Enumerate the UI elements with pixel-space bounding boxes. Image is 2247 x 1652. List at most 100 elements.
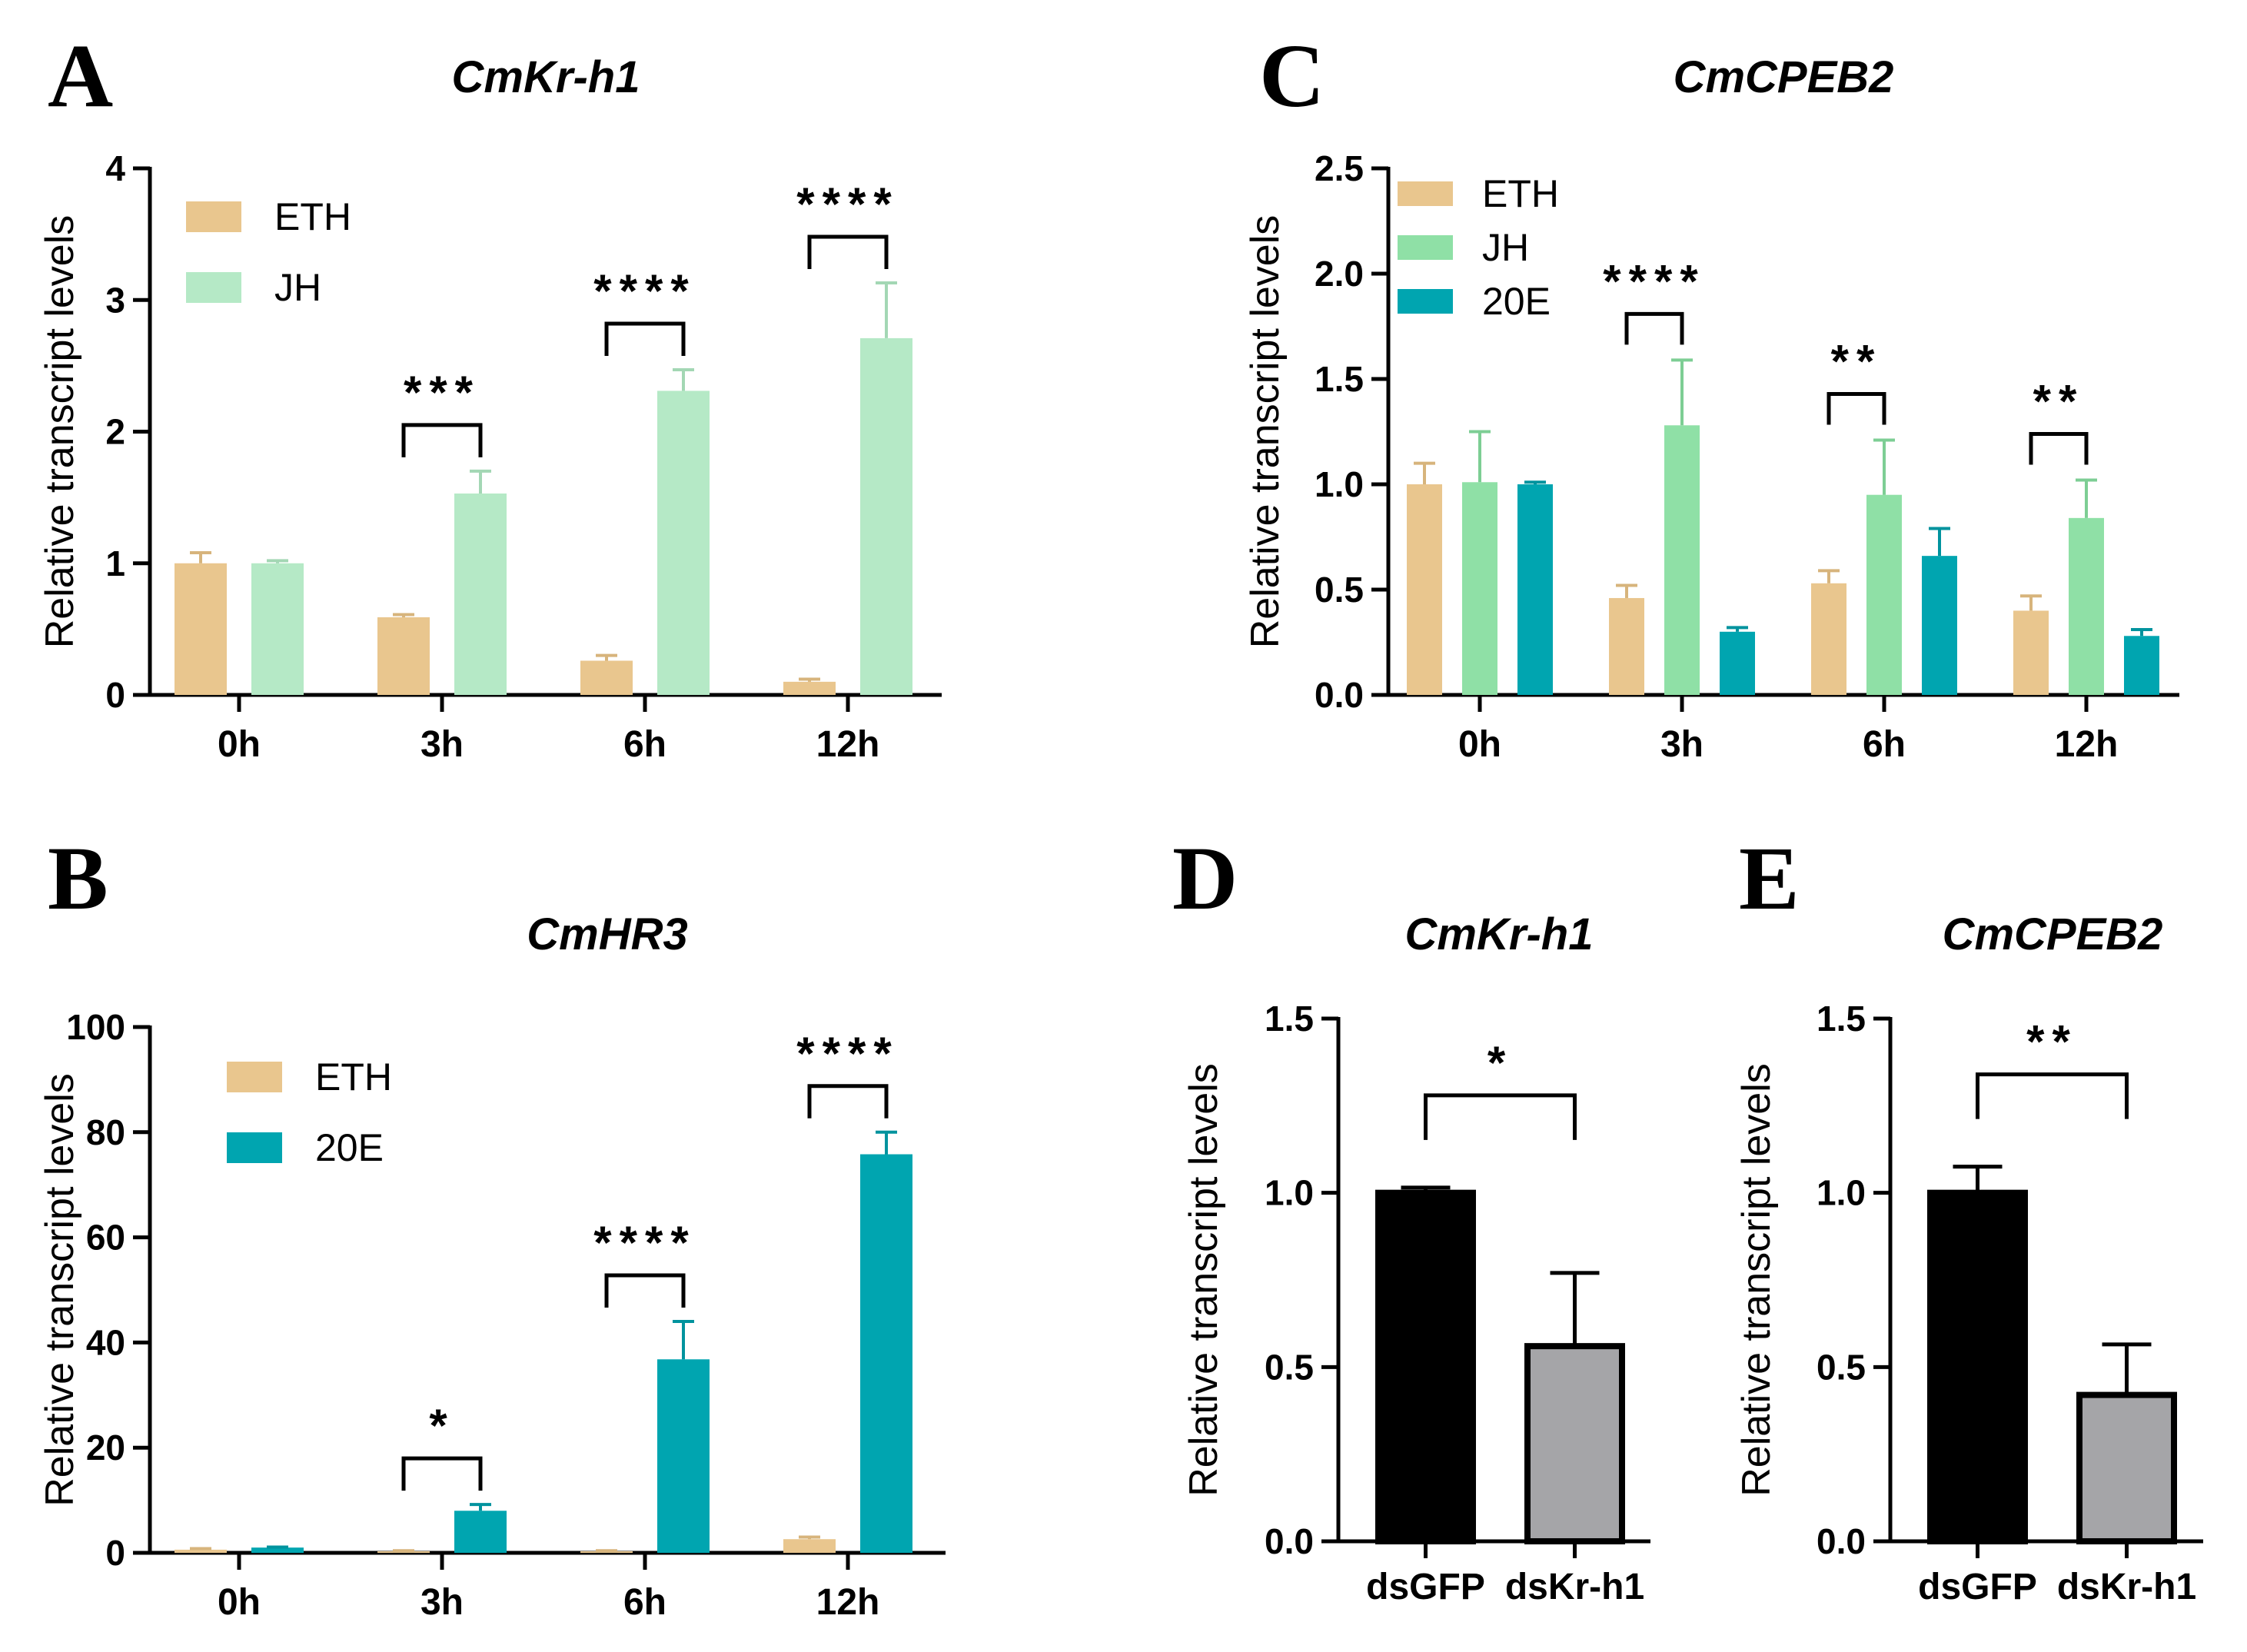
significance-bracket bbox=[807, 234, 889, 269]
x-tick-label: 6h bbox=[1863, 724, 1906, 765]
chart-title: CmCPEB2 bbox=[1943, 909, 2163, 959]
y-tick-label: 1.0 bbox=[1315, 464, 1364, 504]
y-tick-label: 1.5 bbox=[1265, 999, 1314, 1039]
bar bbox=[1922, 556, 1957, 695]
bar bbox=[1664, 425, 1700, 695]
y-tick-label: 0.5 bbox=[1265, 1347, 1314, 1387]
x-tick-label: 12h bbox=[816, 724, 880, 765]
legend-label: JH bbox=[1482, 226, 1529, 269]
bar bbox=[2069, 517, 2104, 695]
significance-bracket bbox=[1624, 311, 1684, 345]
x-tick-label: 12h bbox=[2055, 724, 2119, 765]
bar bbox=[860, 1154, 912, 1553]
y-tick-label: 0.5 bbox=[1315, 570, 1364, 610]
significance-label: **** bbox=[796, 178, 899, 230]
y-tick-label: 0.0 bbox=[1817, 1521, 1866, 1561]
legend-label: ETH bbox=[274, 195, 351, 238]
significance-label: ** bbox=[2033, 376, 2085, 427]
legend-swatch bbox=[1398, 289, 1453, 314]
bar bbox=[657, 1359, 710, 1553]
x-tick-label: 3h bbox=[420, 1582, 464, 1623]
y-axis-label: Relative transcript levels bbox=[38, 1073, 82, 1507]
significance-label: **** bbox=[593, 1217, 696, 1268]
bar bbox=[783, 681, 836, 695]
bar bbox=[1927, 1189, 2028, 1544]
y-tick-label: 100 bbox=[66, 1007, 125, 1047]
y-tick-label: 1.0 bbox=[1265, 1173, 1314, 1213]
legend-swatch bbox=[1398, 181, 1453, 206]
chart-title: CmHR3 bbox=[527, 909, 688, 959]
y-tick-label: 80 bbox=[86, 1112, 125, 1152]
x-tick-label: 0h bbox=[218, 724, 261, 765]
chart-a-cmkr-h1: CmKr-h1 Relative transcript levels 0 1 2 3 4 0h… bbox=[38, 52, 942, 765]
bar bbox=[1517, 484, 1553, 695]
y-tick-label: 4 bbox=[105, 148, 125, 188]
significance-bracket bbox=[1976, 1072, 2129, 1119]
bar bbox=[1866, 494, 1902, 695]
chart-title: CmCPEB2 bbox=[1674, 52, 1894, 102]
x-tick-label: 12h bbox=[816, 1582, 880, 1623]
significance-bracket bbox=[604, 1273, 686, 1308]
significance-bracket bbox=[807, 1084, 889, 1119]
significance-bracket bbox=[401, 1456, 483, 1491]
y-tick-label: 2 bbox=[105, 412, 125, 452]
legend-swatch bbox=[227, 1062, 282, 1092]
bar bbox=[657, 391, 710, 695]
bar bbox=[175, 563, 227, 695]
y-axis-label: Relative transcript levels bbox=[1182, 1063, 1226, 1497]
y-axis-label: Relative transcript levels bbox=[1734, 1063, 1779, 1497]
significance-label: * bbox=[429, 1400, 454, 1451]
y-tick-label: 40 bbox=[86, 1322, 125, 1362]
panel-letter-e: E bbox=[1739, 828, 1800, 929]
significance-label: **** bbox=[1603, 255, 1705, 307]
y-tick-label: 0 bbox=[105, 675, 125, 715]
legend-label: ETH bbox=[315, 1055, 392, 1099]
bar bbox=[1609, 597, 1644, 695]
significance-bracket bbox=[604, 321, 686, 357]
chart-e-cmcpeb2: CmCPEB2 Relative transcript levels 0.0 0.5 1… bbox=[1734, 909, 2203, 1607]
y-tick-label: 2.5 bbox=[1315, 148, 1364, 188]
bar bbox=[2013, 610, 2049, 695]
legend-swatch bbox=[1398, 235, 1453, 260]
legend-swatch bbox=[186, 272, 241, 303]
panel-letter-a: A bbox=[48, 25, 113, 126]
y-tick-label: 20 bbox=[86, 1428, 125, 1468]
panel-letter-d: D bbox=[1172, 828, 1238, 929]
bar bbox=[1811, 583, 1846, 695]
significance-label: *** bbox=[404, 367, 480, 418]
x-tick-label: dsGFP bbox=[1366, 1567, 1485, 1607]
x-tick-label: 0h bbox=[1458, 724, 1501, 765]
bar bbox=[783, 1539, 836, 1553]
y-axis-label: Relative transcript levels bbox=[1243, 215, 1288, 649]
bar bbox=[251, 563, 304, 695]
x-tick-label: 0h bbox=[218, 1582, 261, 1623]
y-tick-label: 2.0 bbox=[1315, 254, 1364, 294]
x-tick-label: 6h bbox=[623, 1582, 666, 1623]
chart-title: CmKr-h1 bbox=[452, 52, 640, 102]
bar bbox=[251, 1547, 304, 1553]
significance-label: ** bbox=[2026, 1016, 2078, 1068]
bar bbox=[580, 660, 633, 695]
bar bbox=[1407, 484, 1442, 695]
legend-label: ETH bbox=[1482, 172, 1559, 215]
x-tick-label: 6h bbox=[623, 724, 666, 765]
significance-label: * bbox=[1487, 1037, 1513, 1089]
panel-letter-c: C bbox=[1259, 25, 1325, 126]
bar bbox=[454, 493, 507, 695]
legend-label: JH bbox=[274, 266, 321, 309]
y-axis-label: Relative transcript levels bbox=[38, 215, 82, 649]
x-tick-label: dsKr-h1 bbox=[2057, 1567, 2196, 1607]
panel-letter-b: B bbox=[48, 828, 108, 929]
x-tick-label: dsGFP bbox=[1918, 1567, 2037, 1607]
chart-b-cmhr3: CmHR3 Relative transcript levels 0 20 40 60 80… bbox=[38, 909, 946, 1623]
bar bbox=[2076, 1391, 2177, 1544]
chart-d-cmkr-h1: CmKr-h1 Relative transcript levels 0.0 0.5 1… bbox=[1182, 909, 1650, 1607]
y-tick-label: 1.0 bbox=[1817, 1173, 1866, 1213]
bar bbox=[175, 1549, 227, 1553]
chart-title: CmKr-h1 bbox=[1405, 909, 1594, 959]
x-tick-label: dsKr-h1 bbox=[1505, 1567, 1644, 1607]
y-tick-label: 0 bbox=[105, 1533, 125, 1573]
y-tick-label: 1.5 bbox=[1817, 999, 1866, 1039]
y-tick-label: 0.0 bbox=[1315, 675, 1364, 715]
